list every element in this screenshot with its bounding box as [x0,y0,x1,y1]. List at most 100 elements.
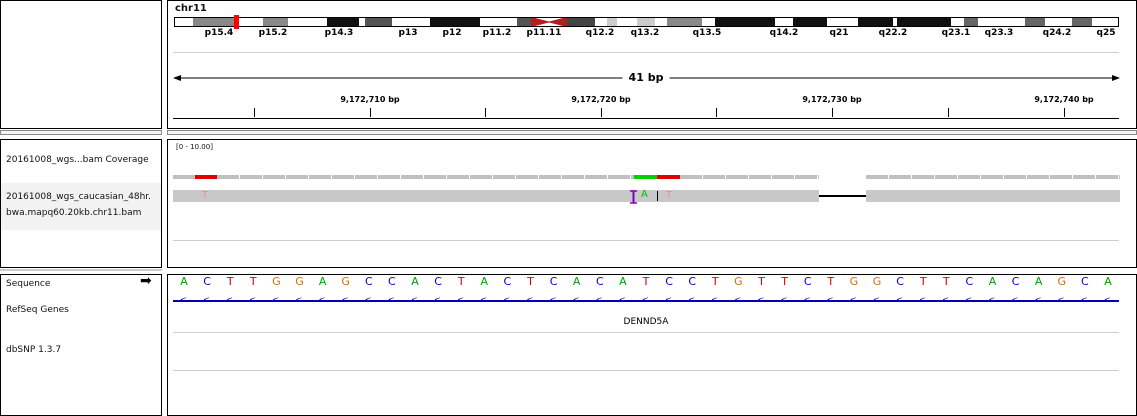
strand-arrow-icon: < [203,295,210,304]
strand-arrow-icon: < [1080,295,1088,304]
dbsnp-track-name[interactable]: dbSNP 1.3.7 [6,345,62,355]
header-name-panel [0,0,162,129]
strand-arrow-icon: < [803,295,811,304]
strand-arrow-icon: < [295,295,303,304]
read-alignment[interactable] [173,190,819,202]
centromere-icon [531,18,567,26]
strand-arrow-icon: < [942,295,949,304]
strand-arrow-icon: < [665,295,672,304]
band-label: p13 [398,28,418,38]
coverage-bar-mismatch [634,175,657,179]
strand-arrow-icon: < [688,295,695,304]
sequence-base: T [781,275,788,288]
read-alignment[interactable] [866,190,1120,202]
band-label: p15.2 [258,28,288,38]
strand-arrow-icon: < [849,295,857,304]
sequence-base: T [249,275,257,288]
alignment-label-background [1,183,161,230]
tick-label: 9,172,720 bp [571,95,631,104]
band-label: q23.3 [984,28,1014,38]
sequence-base: G [1057,275,1067,288]
sequence-base: T [457,275,465,288]
band [793,18,827,26]
sequence-base: C [803,275,812,288]
mismatch-base: T [202,190,209,201]
band [567,18,595,26]
tick-mark [254,108,255,117]
band [858,18,893,26]
panel-divider[interactable] [167,130,1137,135]
band [327,18,359,26]
sequence-base: C [364,275,373,288]
sequence-base: C [503,275,512,288]
sequence-base: G [734,275,743,288]
ideogram-divider [173,52,1119,53]
strand-arrow-icon[interactable]: ➡ [140,273,152,289]
tick-mark [948,108,949,117]
panel-divider[interactable] [0,269,162,271]
alignment-track-name-line2[interactable]: bwa.mapq60.20kb.chr11.bam [6,208,142,218]
tick-mark [832,108,833,117]
sequence-base: G [872,275,882,288]
refseq-track-name[interactable]: RefSeq Genes [6,305,69,315]
tick-mark [485,108,486,117]
track-divider [173,240,1119,241]
strand-arrow-icon: < [1057,295,1065,304]
sequence-base: C [388,275,396,288]
strand-arrow-icon: < [180,295,187,304]
read-marker [657,191,658,201]
strand-arrow-icon: < [411,295,418,304]
tick-label: 9,172,730 bp [802,95,862,104]
strand-arrow-icon: < [965,295,973,304]
chromosome-ideogram[interactable] [174,17,1119,27]
coverage-track-name[interactable]: 20161008_wgs...bam Coverage [6,155,149,165]
tick-label: 9,172,710 bp [340,95,400,104]
strand-arrow-icon: < [642,295,649,304]
strand-arrow-icon: < [272,295,280,304]
band-label: q13.2 [630,28,660,38]
band [964,18,978,26]
coverage-range: [0 - 10.00] [176,143,213,151]
track-divider [173,370,1119,371]
strand-arrow-icon: < [457,295,464,304]
sequence-base: G [341,275,350,288]
sequence-base: T [942,275,950,288]
band-label: q22.2 [878,28,908,38]
chromosome-name: chr11 [175,3,207,14]
strand-arrow-icon: < [595,295,603,304]
panel-divider[interactable] [0,130,162,135]
gene-name[interactable]: DENND5A [623,317,669,327]
strand-arrow-icon: < [226,295,233,304]
strand-arrow-icon: < [757,295,765,304]
alignment-track-name[interactable]: 20161008_wgs_caucasian_48hr. [6,192,152,202]
strand-arrow-icon: < [572,295,580,304]
sequence-base: G [272,275,281,288]
band-label: p14.3 [324,28,354,38]
strand-arrow-icon: < [873,295,880,304]
band [897,18,951,26]
tick-mark [716,108,717,117]
band-label: q23.1 [941,28,971,38]
mismatch-base: T [666,190,673,201]
strand-arrow-icon: < [318,295,326,304]
strand-arrow-icon: < [1034,295,1042,304]
band-label: p11.11 [526,28,562,38]
sequence-base: T [527,275,534,288]
coverage-bar [866,175,1120,179]
sequence-base: A [1034,275,1043,288]
coverage-bar-mismatch [195,175,217,179]
gene-line[interactable] [173,300,1119,302]
coverage-bar [217,175,634,179]
track-divider [173,332,1119,333]
current-region-marker[interactable] [234,15,239,29]
sequence-base: T [919,275,927,288]
read-deletion-line [819,195,866,197]
band-label: q12.2 [585,28,615,38]
strand-arrow-icon: < [826,295,834,304]
sequence-base: T [642,275,650,288]
sequence-track-name[interactable]: Sequence [6,279,51,289]
band-label: q21 [829,28,849,38]
band-label: q13.5 [692,28,722,38]
strand-arrow-icon: < [711,295,718,304]
band-label: p12 [442,28,462,38]
